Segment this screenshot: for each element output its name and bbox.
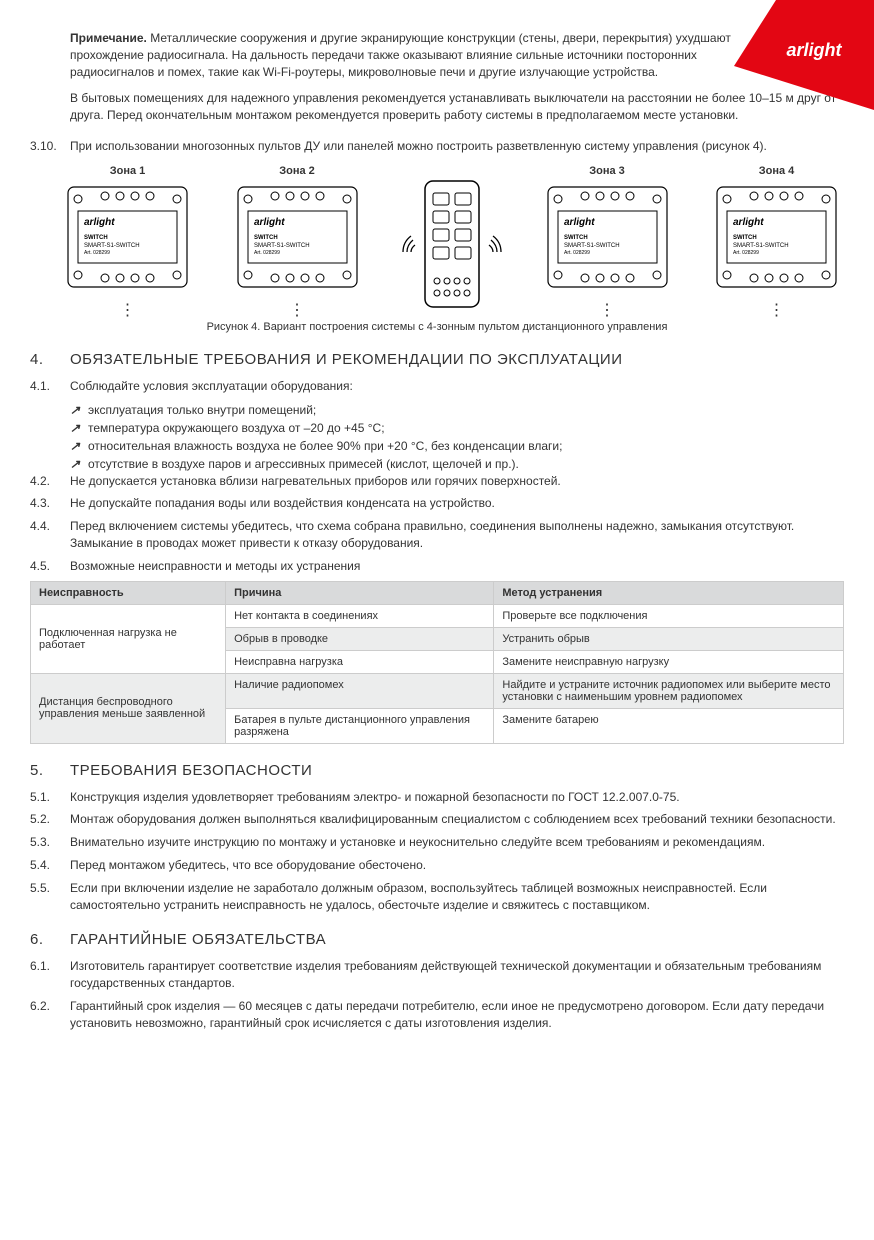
device-icon: arlight SWITCH SMART-S1-SWITCH Art. 0282…	[540, 181, 675, 301]
note-label: Примечание.	[70, 31, 147, 45]
zone-3: Зона 3 arlight SWITCH SMART-S1-SWITCH Ar…	[540, 165, 675, 315]
figure-4-zones: Зона 1 arlight SWITCH SMART-S1-SWITCH Ar…	[60, 165, 844, 315]
device-icon: arlight SWITCH SMART-S1-SWITCH Art. 0282…	[60, 181, 195, 301]
section-num: 4.	[30, 351, 70, 368]
section-text: ОБЯЗАТЕЛЬНЫЕ ТРЕБОВАНИЯ И РЕКОМЕНДАЦИИ П…	[70, 351, 622, 368]
svg-text:SWITCH: SWITCH	[254, 235, 278, 241]
svg-text:Art. 028299: Art. 028299	[733, 250, 759, 256]
item-4-1: 4.1. Соблюдайте условия эксплуатации обо…	[30, 378, 844, 395]
brand-logo-text: arlight	[786, 40, 841, 61]
item-5-1: 5.1.Конструкция изделия удовлетворяет тр…	[30, 789, 844, 806]
zone-label: Зона 4	[759, 165, 795, 177]
arrow-icon: ↗	[70, 419, 88, 437]
th-fix: Метод устранения	[494, 581, 844, 604]
remote-control	[399, 179, 505, 309]
svg-text:SWITCH: SWITCH	[564, 235, 588, 241]
troubleshooting-table: Неисправность Причина Метод устранения П…	[30, 581, 844, 744]
note-para-1: Примечание. Металлические сооружения и д…	[70, 30, 734, 80]
table-row: Подключенная нагрузка не работает Нет ко…	[31, 604, 844, 627]
svg-text:SWITCH: SWITCH	[733, 235, 757, 241]
note-para-2: В бытовых помещениях для надежного управ…	[70, 90, 844, 124]
th-fault: Неисправность	[31, 581, 226, 604]
zone-2: Зона 2 arlight SWITCH SMART-S1-SWITCH Ar…	[230, 165, 365, 315]
bullet-item: ↗эксплуатация только внутри помещений;	[70, 401, 844, 419]
svg-text:SMART-S1-SWITCH: SMART-S1-SWITCH	[733, 243, 789, 249]
figure-4-caption: Рисунок 4. Вариант построения системы с …	[30, 321, 844, 333]
note-text-1: Металлические сооружения и другие экрани…	[70, 31, 731, 79]
item-4-2: 4.2.Не допускается установка вблизи нагр…	[30, 473, 844, 490]
item-4-4: 4.4.Перед включением системы убедитесь, …	[30, 518, 844, 552]
ellipsis-icon: ⋮	[120, 307, 136, 315]
device-icon: arlight SWITCH SMART-S1-SWITCH Art. 0282…	[230, 181, 365, 301]
svg-text:Art. 028299: Art. 028299	[564, 250, 590, 256]
signal-icon	[399, 232, 419, 256]
svg-text:arlight: arlight	[84, 217, 115, 228]
ellipsis-icon: ⋮	[289, 307, 305, 315]
zone-4: Зона 4 arlight SWITCH SMART-S1-SWITCH Ar…	[709, 165, 844, 315]
section-5-title: 5. ТРЕБОВАНИЯ БЕЗОПАСНОСТИ	[30, 762, 844, 779]
svg-text:arlight: arlight	[254, 217, 285, 228]
arrow-icon: ↗	[70, 437, 88, 455]
svg-text:Art. 028299: Art. 028299	[254, 250, 280, 256]
svg-text:SMART-S1-SWITCH: SMART-S1-SWITCH	[254, 243, 310, 249]
item-4-5: 4.5.Возможные неисправности и методы их …	[30, 558, 844, 575]
item-num: 3.10.	[30, 138, 70, 155]
bullet-item: ↗температура окружающего воздуха от –20 …	[70, 419, 844, 437]
device-icon: arlight SWITCH SMART-S1-SWITCH Art. 0282…	[709, 181, 844, 301]
remote-icon	[423, 179, 481, 309]
zone-1: Зона 1 arlight SWITCH SMART-S1-SWITCH Ar…	[60, 165, 195, 315]
svg-text:arlight: arlight	[733, 217, 764, 228]
zone-label: Зона 3	[589, 165, 625, 177]
item-4-3: 4.3.Не допускайте попадания воды или воз…	[30, 495, 844, 512]
item-3-10: 3.10. При использовании многозонных пуль…	[30, 138, 844, 155]
svg-text:arlight: arlight	[564, 217, 595, 228]
ellipsis-icon: ⋮	[599, 307, 615, 315]
zone-label: Зона 2	[279, 165, 315, 177]
item-text: При использовании многозонных пультов ДУ…	[70, 138, 844, 155]
item-6-1: 6.1.Изготовитель гарантирует соответстви…	[30, 958, 844, 992]
svg-text:SWITCH: SWITCH	[84, 235, 108, 241]
ellipsis-icon: ⋮	[769, 307, 785, 315]
arrow-icon: ↗	[70, 455, 88, 473]
item-5-3: 5.3.Внимательно изучите инструкцию по мо…	[30, 834, 844, 851]
th-cause: Причина	[226, 581, 494, 604]
svg-text:SMART-S1-SWITCH: SMART-S1-SWITCH	[564, 243, 620, 249]
svg-text:SMART-S1-SWITCH: SMART-S1-SWITCH	[84, 243, 140, 249]
bullet-item: ↗относительная влажность воздуха не боле…	[70, 437, 844, 455]
signal-icon	[485, 232, 505, 256]
bullet-list-4-1: ↗эксплуатация только внутри помещений; ↗…	[70, 401, 844, 473]
arrow-icon: ↗	[70, 401, 88, 419]
item-5-5: 5.5.Если при включении изделие не зарабо…	[30, 880, 844, 914]
fault-cell: Подключенная нагрузка не работает	[31, 604, 226, 673]
table-row: Дистанция беспроводного управления меньш…	[31, 673, 844, 708]
section-4-title: 4. ОБЯЗАТЕЛЬНЫЕ ТРЕБОВАНИЯ И РЕКОМЕНДАЦИ…	[30, 351, 844, 368]
zone-label: Зона 1	[110, 165, 146, 177]
fault-cell: Дистанция беспроводного управления меньш…	[31, 673, 226, 743]
svg-text:Art. 028299: Art. 028299	[84, 250, 110, 256]
item-5-4: 5.4.Перед монтажом убедитесь, что все об…	[30, 857, 844, 874]
item-5-2: 5.2.Монтаж оборудования должен выполнять…	[30, 811, 844, 828]
item-6-2: 6.2.Гарантийный срок изделия — 60 месяце…	[30, 998, 844, 1032]
section-6-title: 6. ГАРАНТИЙНЫЕ ОБЯЗАТЕЛЬСТВА	[30, 931, 844, 948]
bullet-item: ↗отсутствие в воздухе паров и агрессивны…	[70, 455, 844, 473]
